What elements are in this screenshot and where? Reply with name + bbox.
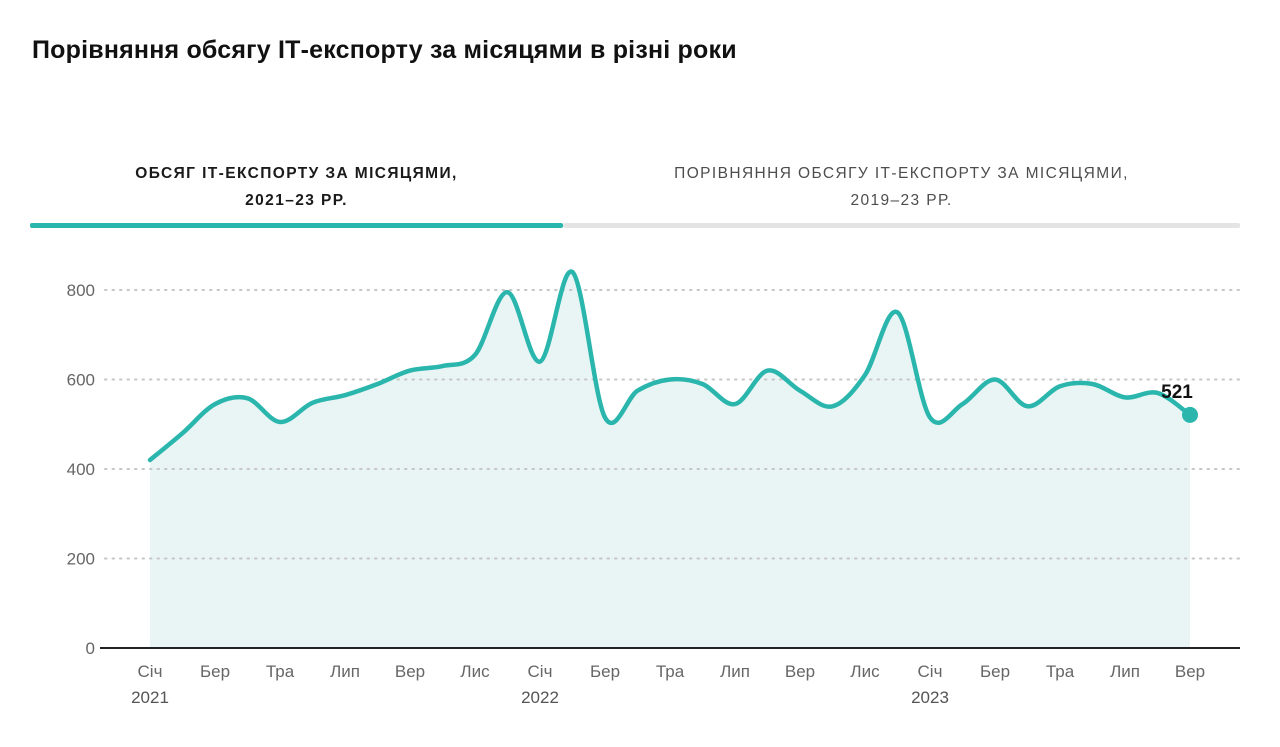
x-tick-label: Тра — [266, 662, 295, 681]
x-tick-label: Лис — [460, 662, 490, 681]
x-tick-label: Січ — [918, 662, 943, 681]
x-tick-label: Тра — [656, 662, 685, 681]
tab-monthly-volume-label-line1: ОБСЯГ ІТ-ЕКСПОРТУ ЗА МІСЯЦЯМИ, — [135, 165, 458, 182]
tab-bar: ОБСЯГ ІТ-ЕКСПОРТУ ЗА МІСЯЦЯМИ, 2021–23 Р… — [30, 160, 1240, 228]
x-tick-label: Вер — [785, 662, 815, 681]
year-label: 2021 — [131, 688, 169, 707]
inactive-tab-indicator — [563, 223, 1240, 228]
tab-yearly-comparison-label-line1: ПОРІВНЯННЯ ОБСЯГУ ІТ-ЕКСПОРТУ ЗА МІСЯЦЯМ… — [674, 165, 1129, 182]
last-point-value-label: 521 — [1161, 382, 1193, 403]
x-tick-label: Лип — [330, 662, 360, 681]
y-tick-label: 200 — [67, 550, 95, 569]
tab-monthly-volume-label-line2: 2021–23 РР. — [245, 191, 348, 209]
tab-yearly-comparison[interactable]: ПОРІВНЯННЯ ОБСЯГУ ІТ-ЕКСПОРТУ ЗА МІСЯЦЯМ… — [563, 160, 1240, 228]
x-tick-label: Січ — [138, 662, 163, 681]
x-tick-label: Лип — [720, 662, 750, 681]
x-tick-label: Вер — [395, 662, 425, 681]
x-tick-label: Бер — [590, 662, 620, 681]
last-point-dot — [1182, 406, 1198, 423]
x-tick-label: Лис — [850, 662, 880, 681]
x-tick-label: Бер — [200, 662, 230, 681]
x-tick-label: Січ — [528, 662, 553, 681]
tab-monthly-volume[interactable]: ОБСЯГ ІТ-ЕКСПОРТУ ЗА МІСЯЦЯМИ, 2021–23 Р… — [30, 160, 563, 228]
trend-line — [147, 269, 1193, 463]
tab-yearly-comparison-label-line2: 2019–23 РР. — [850, 191, 953, 209]
x-tick-label: Вер — [1175, 662, 1205, 681]
year-label: 2023 — [911, 688, 949, 707]
line-chart: 0 200 400 600 800 Січ Бер Тра Лип Вер Лис Січ Бер Тра… — [67, 269, 1241, 707]
y-tick-label: 400 — [67, 460, 95, 479]
active-tab-indicator — [30, 223, 563, 228]
x-tick-label: Бер — [980, 662, 1010, 681]
x-tick-label: Лип — [1110, 662, 1140, 681]
y-tick-label: 0 — [86, 639, 95, 658]
y-tick-label: 600 — [67, 371, 95, 390]
year-label: 2022 — [521, 688, 559, 707]
page-title: Порівняння обсягу ІТ-експорту за місяцям… — [32, 36, 737, 64]
y-tick-label: 800 — [67, 281, 95, 300]
x-tick-label: Тра — [1046, 662, 1075, 681]
area-fill — [150, 271, 1190, 648]
